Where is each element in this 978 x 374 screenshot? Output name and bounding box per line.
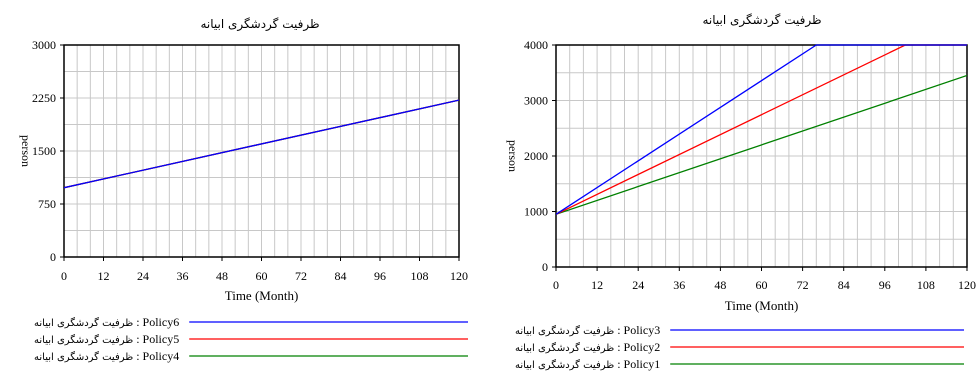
series-line-policy1 — [556, 74, 967, 215]
legend-item-policy3: ظرفیت گردشگری ابیانه : Policy3 — [515, 323, 964, 337]
legend-policy-name: : Policy3 — [614, 323, 660, 337]
y-axis-label: person — [19, 135, 33, 167]
legend-label: ظرفیت گردشگری ابیانه : Policy6 — [34, 315, 179, 329]
legend-item-policy1: ظرفیت گردشگری ابیانه : Policy1 — [515, 357, 964, 371]
legend-variable-name: ظرفیت گردشگری ابیانه — [515, 342, 614, 354]
legend-label: ظرفیت گردشگری ابیانه : Policy3 — [515, 323, 660, 337]
x-axis-label: Time (Month) — [725, 298, 799, 313]
chart-title: ظرفیت گردشگری ابیانه — [200, 17, 319, 32]
legend-policy-name: : Policy2 — [614, 340, 660, 354]
legend-item-policy2: ظرفیت گردشگری ابیانه : Policy2 — [515, 340, 964, 354]
series-line-policy3 — [556, 44, 967, 215]
x-tick-label: 120 — [958, 278, 976, 292]
x-tick-label: 120 — [450, 269, 468, 283]
legend-label: ظرفیت گردشگری ابیانه : Policy5 — [34, 332, 179, 346]
legend-variable-name: ظرفیت گردشگری ابیانه — [34, 351, 133, 363]
chart-2: ظرفیت گردشگری ابیانه 0 12 24 36 48 60 72 84 96 108… — [506, 13, 976, 371]
x-tick-label: 60 — [756, 278, 768, 292]
y-tick-label: 0 — [542, 260, 548, 274]
y-tick-label: 1500 — [32, 144, 56, 158]
x-tick-label: 72 — [797, 278, 809, 292]
x-tick-label: 108 — [917, 278, 935, 292]
series-lines — [64, 99, 459, 189]
legend-variable-name: ظرفیت گردشگری ابیانه — [515, 359, 614, 371]
grid — [555, 45, 968, 268]
x-tick-label: 24 — [632, 278, 644, 292]
legend-variable-name: ظرفیت گردشگری ابیانه — [34, 317, 133, 329]
x-tick-label: 96 — [879, 278, 891, 292]
grid — [63, 45, 460, 258]
x-tick-label: 0 — [553, 278, 559, 292]
legend-policy-name: : Policy5 — [133, 332, 179, 346]
series-lines — [556, 44, 967, 215]
y-tick-label: 3000 — [32, 38, 56, 52]
legend-item-policy5: ظرفیت گردشگری ابیانه : Policy5 — [34, 332, 468, 346]
y-tick-label: 2250 — [32, 91, 56, 105]
legend-item-policy6: ظرفیت گردشگری ابیانه : Policy6 — [34, 315, 468, 329]
legend-variable-name: ظرفیت گردشگری ابیانه — [515, 325, 614, 337]
x-tick-label: 36 — [673, 278, 685, 292]
x-tick-label: 12 — [98, 269, 110, 283]
chart-1: ظرفیت گردشگری ابیانه 0 12 24 36 48 60 72 84 96 108… — [19, 17, 468, 363]
x-tick-label: 36 — [177, 269, 189, 283]
x-tick-label: 72 — [295, 269, 307, 283]
y-tick-label: 0 — [50, 250, 56, 264]
series-line-policy6 — [64, 99, 459, 189]
legend-policy-name: : Policy6 — [133, 315, 179, 329]
x-tick-label: 0 — [61, 269, 67, 283]
x-tick-label: 24 — [137, 269, 149, 283]
y-tick-label: 4000 — [524, 38, 548, 52]
x-tick-label: 12 — [591, 278, 603, 292]
legend-label: ظرفیت گردشگری ابیانه : Policy4 — [34, 349, 179, 363]
legend-policy-name: : Policy4 — [133, 349, 179, 363]
legend-variable-name: ظرفیت گردشگری ابیانه — [34, 334, 133, 346]
legend-policy-name: : Policy1 — [614, 357, 660, 371]
x-tick-label: 48 — [216, 269, 228, 283]
x-tick-label: 84 — [335, 269, 347, 283]
y-tick-label: 2000 — [524, 149, 548, 163]
y-tick-label: 1000 — [524, 205, 548, 219]
chart-title: ظرفیت گردشگری ابیانه — [702, 13, 821, 28]
legend-label: ظرفیت گردشگری ابیانه : Policy1 — [515, 357, 660, 371]
y-axis-label: person — [506, 140, 520, 172]
y-tick-label: 3000 — [524, 94, 548, 108]
x-tick-label: 48 — [714, 278, 726, 292]
legend-item-policy4: ظرفیت گردشگری ابیانه : Policy4 — [34, 349, 468, 363]
x-tick-label: 96 — [374, 269, 386, 283]
x-tick-label: 60 — [256, 269, 268, 283]
x-tick-label: 84 — [838, 278, 850, 292]
legend-label: ظرفیت گردشگری ابیانه : Policy2 — [515, 340, 660, 354]
x-axis-label: Time (Month) — [225, 288, 299, 303]
y-tick-label: 750 — [38, 197, 56, 211]
x-tick-label: 108 — [411, 269, 429, 283]
